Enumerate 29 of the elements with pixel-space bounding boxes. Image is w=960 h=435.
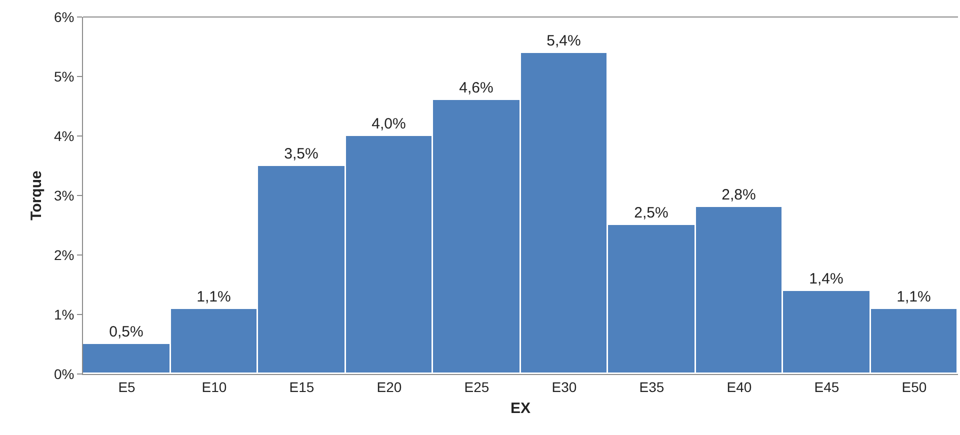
data-label: 4,0% (372, 115, 406, 132)
x-tick-label: E35 (639, 378, 664, 395)
y-tick-label: 0% (54, 366, 74, 382)
x-tick-label: E25 (464, 378, 490, 395)
y-axis-title: Torque (28, 170, 46, 220)
data-label: 0,5% (109, 323, 144, 340)
data-label: 3,5% (284, 145, 318, 162)
x-tick-label: E10 (202, 378, 227, 395)
data-label: 5,4% (546, 32, 581, 50)
x-tick-label: E15 (289, 378, 314, 395)
data-label: 1,1% (896, 288, 931, 306)
x-tick-label: E5 (118, 378, 136, 395)
x-axis-title: EX (510, 400, 531, 417)
y-tick-label: 6% (54, 8, 74, 25)
data-label: 2,8% (722, 186, 756, 204)
data-label: 1,4% (809, 270, 844, 288)
y-tick-label: 4% (54, 128, 74, 144)
y-tick-label: 3% (54, 187, 74, 204)
x-tick-label: E20 (376, 378, 402, 395)
y-tick-label: 1% (54, 306, 74, 322)
y-tick-label: 5% (54, 68, 74, 84)
data-label: 1,1% (196, 288, 231, 306)
data-label: 2,5% (634, 204, 668, 222)
y-tick-label: 2% (54, 246, 74, 263)
data-label: 4,6% (459, 79, 494, 96)
x-tick-label: E40 (726, 378, 752, 395)
x-tick-label: E30 (552, 378, 577, 395)
x-tick-label: E50 (902, 378, 927, 395)
x-tick-label: E45 (814, 378, 840, 395)
